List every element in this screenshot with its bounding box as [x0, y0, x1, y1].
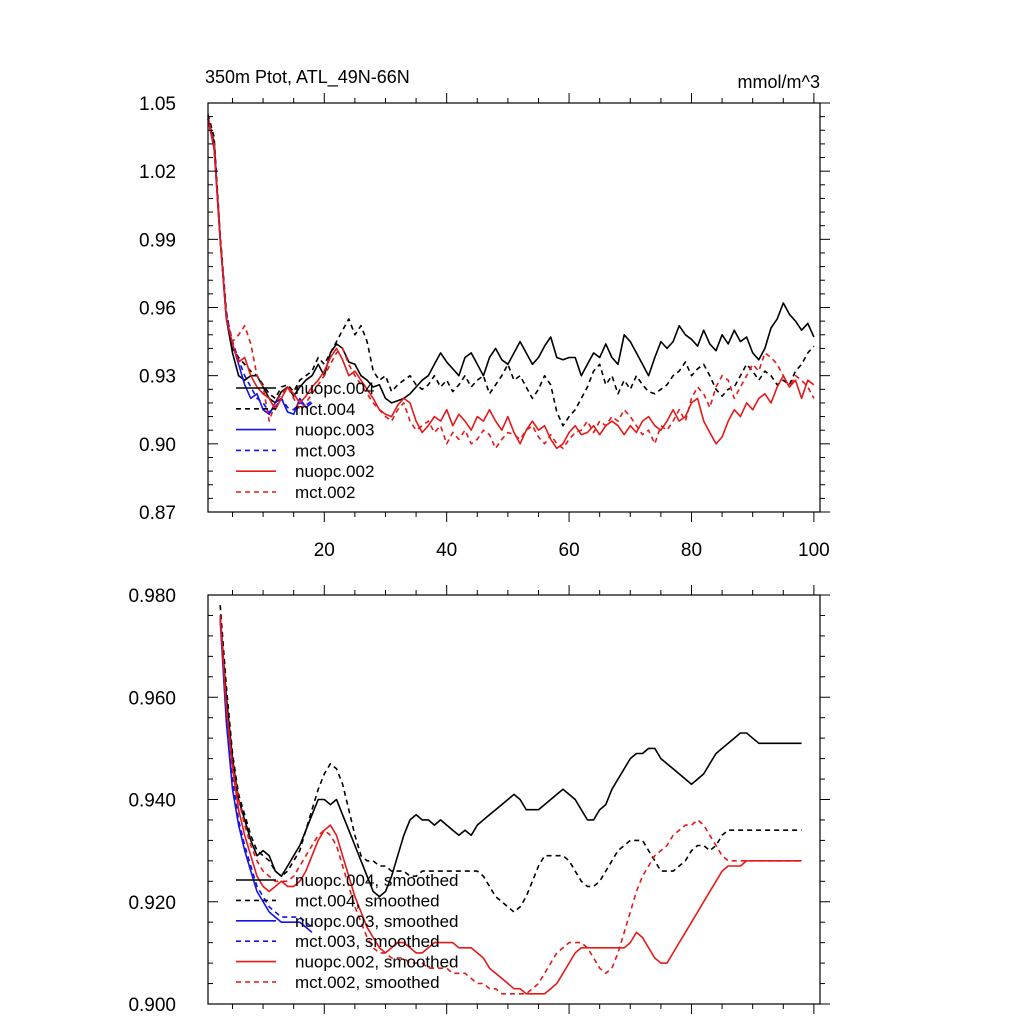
series-line-nuopc-004	[207, 118, 815, 404]
series-line-nuopc-004-smoothed	[219, 615, 802, 898]
top-panel-units: mmol/m^3	[738, 72, 820, 92]
y-tick-label: 0.940	[128, 791, 176, 812]
top-panel: 350m Ptot, ATL_49N-66N mmol/m^3 nuopc.00…	[139, 67, 830, 561]
series-line-mct-002-smoothed	[219, 620, 802, 995]
y-tick-label: 0.900	[128, 995, 176, 1016]
series-line-nuopc-003	[207, 118, 313, 416]
series-line-mct-003	[207, 116, 313, 413]
legend-label: nuopc.003	[295, 421, 374, 440]
y-tick-label: 1.05	[139, 94, 176, 115]
x-tick-label: 60	[559, 540, 580, 561]
y-tick-label: 0.920	[128, 893, 176, 914]
y-tick-label: 0.99	[139, 230, 176, 251]
y-tick-label: 0.87	[139, 503, 176, 524]
series-line-nuopc-002	[207, 118, 815, 450]
series-line-mct-004	[207, 114, 815, 427]
legend-label: nuopc.004, smoothed	[295, 871, 459, 890]
legend-label: mct.003	[295, 441, 355, 460]
series-line-mct-002	[207, 116, 815, 450]
y-tick-label: 0.90	[139, 435, 176, 456]
legend-label: nuopc.004	[295, 379, 374, 398]
legend-label: mct.004	[295, 400, 355, 419]
legend-label: nuopc.003, smoothed	[295, 912, 459, 931]
legend-label: mct.003, smoothed	[295, 932, 440, 951]
y-tick-label: 0.96	[139, 299, 176, 320]
y-tick-label: 0.960	[128, 688, 176, 709]
series-line-mct-004-smoothed	[219, 605, 802, 913]
x-tick-label: 40	[436, 540, 457, 561]
top-panel-title: 350m Ptot, ATL_49N-66N	[205, 67, 410, 88]
legend-label: mct.002, smoothed	[295, 973, 440, 992]
legend-label: nuopc.002	[295, 462, 374, 481]
legend-label: mct.004, smoothed	[295, 891, 440, 910]
series-line-nuopc-002-smoothed	[219, 615, 802, 995]
y-tick-label: 0.93	[139, 367, 176, 388]
x-tick-label: 80	[681, 540, 702, 561]
legend-label: mct.002	[295, 483, 355, 502]
series-line-mct-003-smoothed	[219, 615, 313, 928]
legend-label: nuopc.002, smoothed	[295, 953, 459, 972]
x-tick-label: 100	[798, 540, 830, 561]
y-tick-label: 1.02	[139, 162, 176, 183]
series-line-nuopc-003-smoothed	[219, 620, 313, 934]
x-tick-label: 20	[314, 540, 335, 561]
y-tick-label: 0.980	[128, 586, 176, 607]
